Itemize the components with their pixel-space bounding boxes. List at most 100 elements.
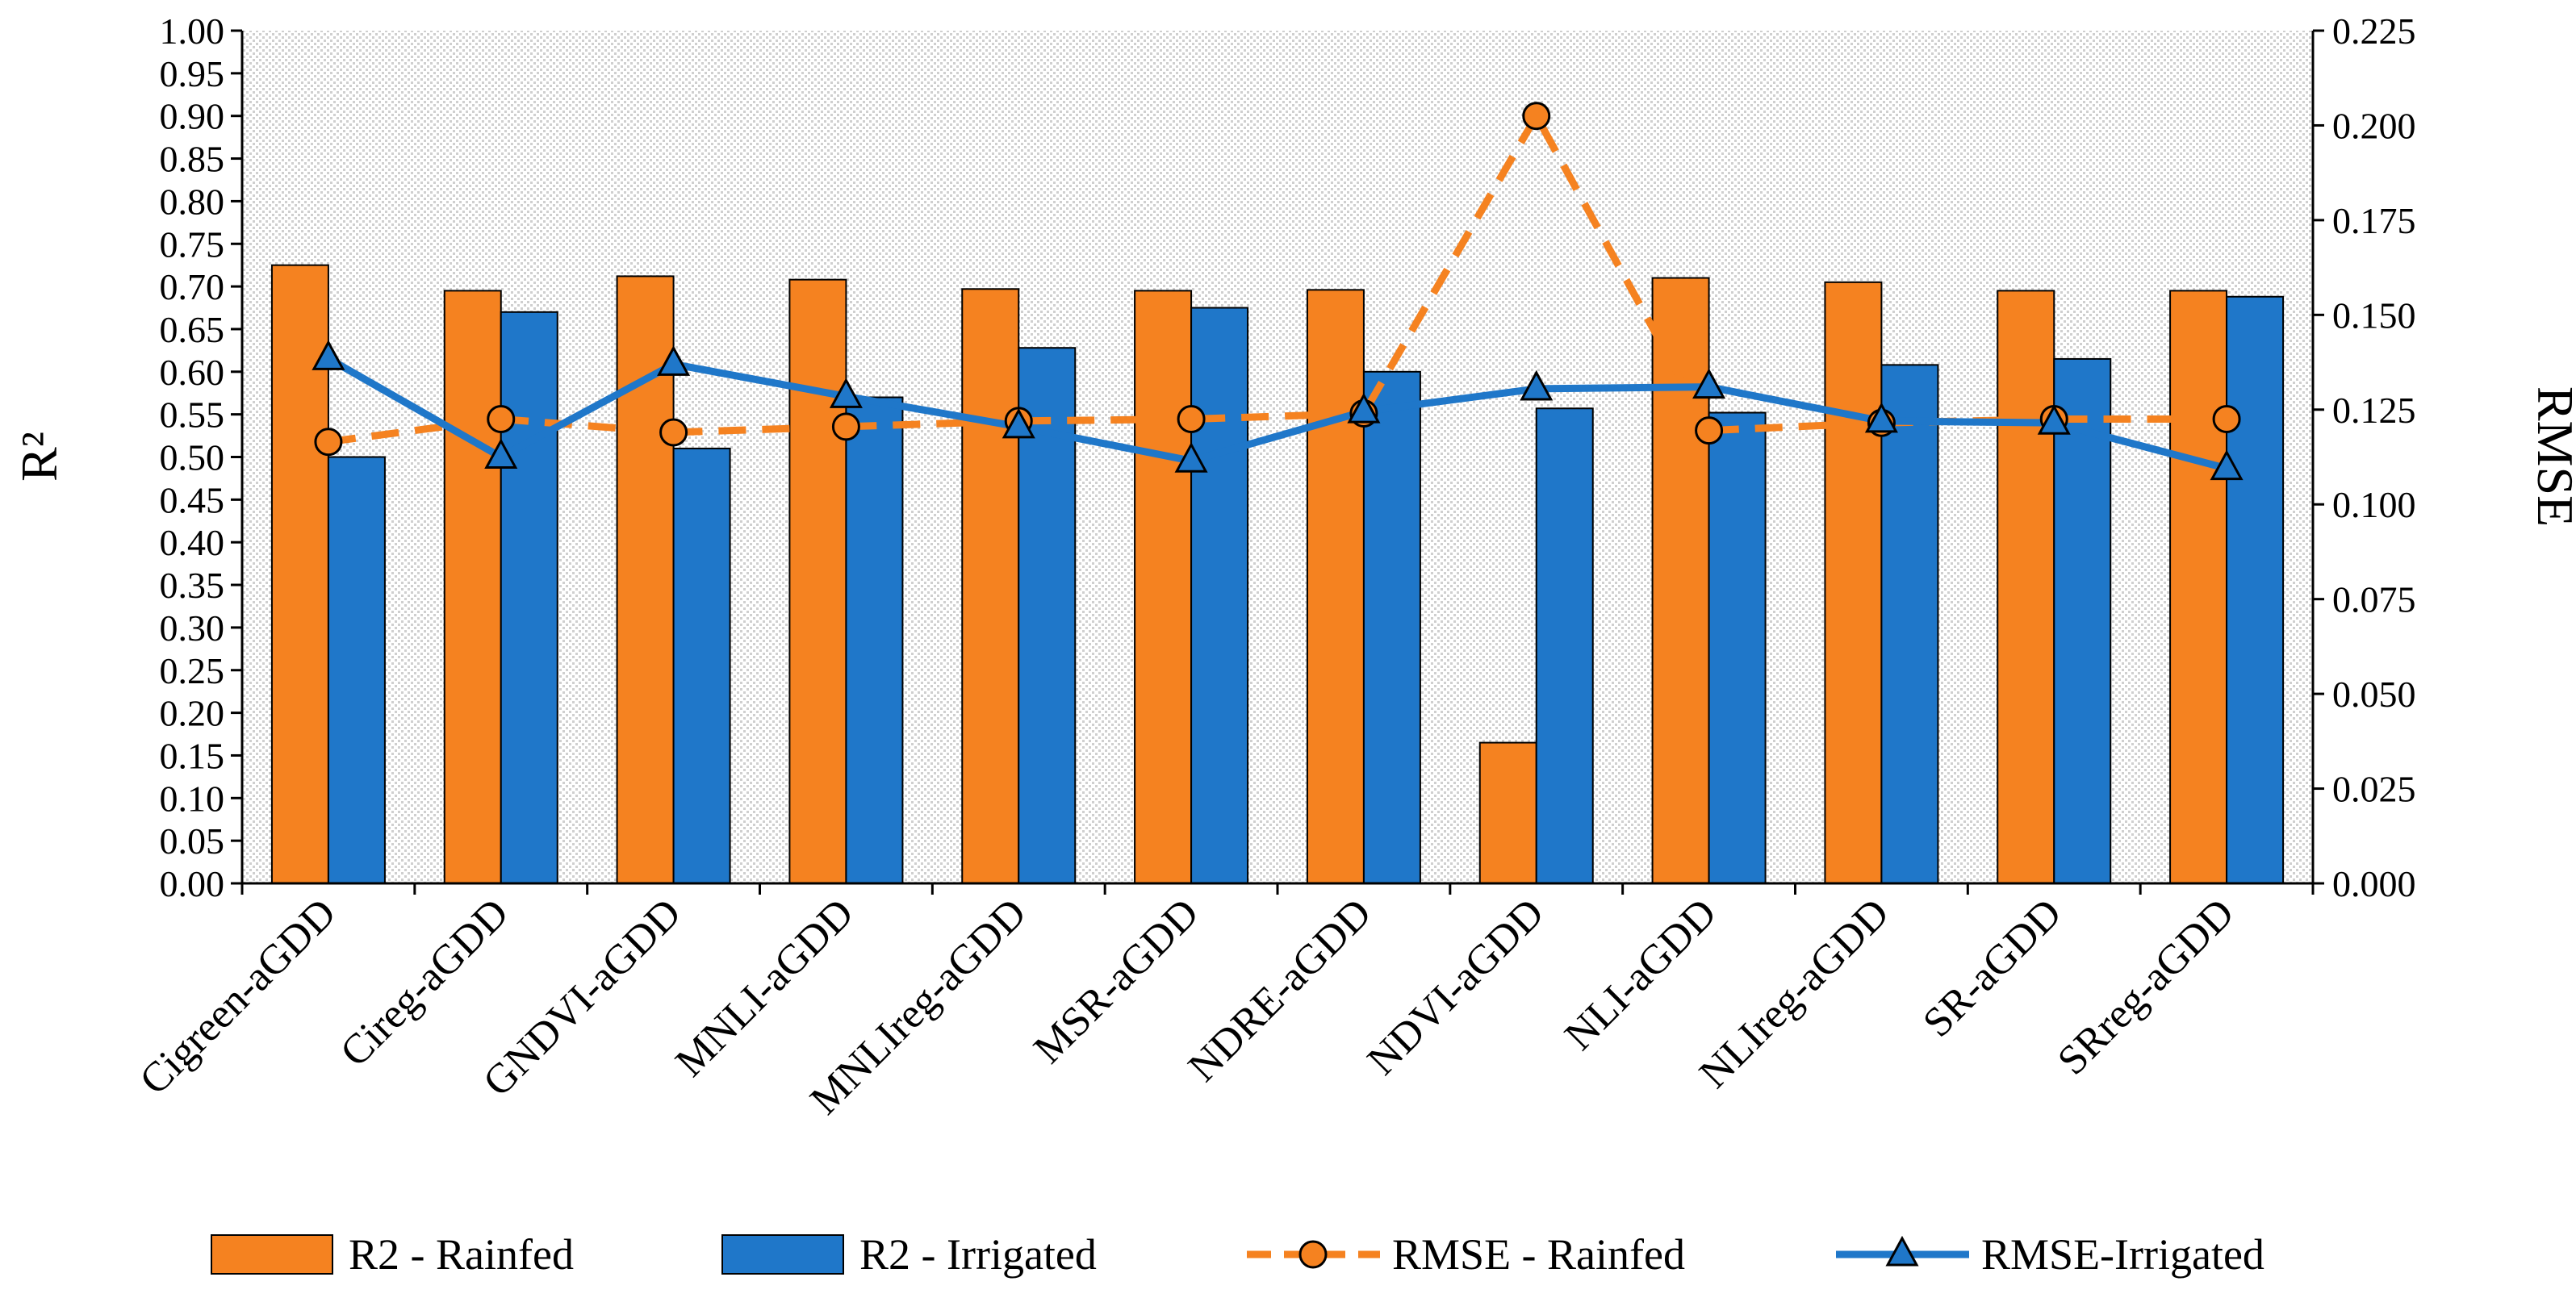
- right-y-ticks: 0.000 0.025 0.050 0.075 0.100 0.125 0.150 0.175…: [2332, 10, 2416, 904]
- legend-marker-2: [1298, 1240, 1328, 1269]
- marker-rmse-rainfed-11: [2212, 405, 2241, 434]
- marker-rmse-rainfed-5: [1177, 405, 1206, 434]
- legend-label-3: RMSE-Irrigated: [1981, 1230, 2264, 1279]
- bar-rainfed-8: [1651, 277, 1710, 884]
- right-tick-label-0: 0.000: [2332, 863, 2416, 904]
- bar-rainfed-1: [443, 290, 502, 884]
- bar-rainfed-5: [1134, 290, 1193, 884]
- left-tick-label-16: 0.80: [160, 181, 225, 222]
- right-tick-label-3: 0.075: [2332, 579, 2416, 620]
- legend-marker-3: [1885, 1235, 1919, 1267]
- legend-label-2: RMSE - Rainfed: [1392, 1230, 1685, 1279]
- bar-rainfed-11: [2169, 290, 2228, 884]
- left-tick-label-13: 0.65: [160, 309, 225, 350]
- marker-rmse-irrigated-3: [829, 378, 863, 408]
- marker-rmse-rainfed-8: [1695, 416, 1724, 445]
- bar-irrigated-1: [500, 311, 558, 884]
- left-tick-label-14: 0.70: [160, 266, 225, 307]
- right-tick-label-7: 0.175: [2332, 200, 2416, 241]
- x-tick-labels: Cigreen-aGDDCireg-aGDDGNDVI-aGDDMNLI-aGD…: [131, 890, 2243, 1123]
- marker-rmse-rainfed-7: [1522, 102, 1551, 131]
- bar-irrigated-9: [1880, 364, 1939, 884]
- x-tick-label-3: MNLI-aGDD: [667, 890, 862, 1085]
- bar-irrigated-2: [672, 447, 731, 884]
- bar-rainfed-9: [1824, 281, 1883, 884]
- x-tick-label-6: NDRE-aGDD: [1180, 890, 1381, 1091]
- marker-rmse-irrigated-5: [1174, 442, 1208, 473]
- legend-label-0: R2 - Rainfed: [349, 1230, 574, 1279]
- left-tick-label-9: 0.45: [160, 479, 225, 520]
- x-tick-label-7: NDVI-aGDD: [1359, 890, 1553, 1083]
- bar-irrigated-6: [1362, 370, 1421, 884]
- left-tick-label-10: 0.50: [160, 437, 225, 478]
- bar-rainfed-3: [788, 278, 847, 885]
- x-tick-label-0: Cigreen-aGDD: [131, 890, 345, 1104]
- right-tick-label-1: 0.025: [2332, 769, 2416, 810]
- right-tick-label-2: 0.050: [2332, 674, 2416, 715]
- right-tick-label-5: 0.125: [2332, 390, 2416, 431]
- left-tick-label-2: 0.10: [160, 778, 225, 819]
- left-tick-label-5: 0.25: [160, 650, 225, 691]
- right-tick-label-9: 0.225: [2332, 10, 2416, 52]
- y-axis-title: R²: [10, 432, 68, 482]
- left-tick-label-11: 0.55: [160, 394, 225, 436]
- marker-rmse-irrigated-4: [1002, 407, 1035, 439]
- marker-rmse-rainfed-0: [314, 428, 343, 457]
- left-tick-label-19: 0.95: [160, 53, 225, 94]
- plot-area-background: [242, 31, 2313, 883]
- line-rmse-irrigated: [326, 355, 2228, 472]
- x-tick-label-1: Cireg-aGDD: [332, 890, 517, 1075]
- left-tick-label-3: 0.15: [160, 735, 225, 776]
- left-tick-label-17: 0.85: [160, 139, 225, 180]
- x-tick-label-11: SRreg-aGDD: [2049, 890, 2243, 1083]
- left-tick-label-4: 0.20: [160, 693, 225, 734]
- x-tick-label-10: SR-aGDD: [1914, 890, 2071, 1046]
- right-tick-label-4: 0.100: [2332, 484, 2416, 525]
- marker-rmse-rainfed-2: [659, 418, 688, 447]
- legend-swatch-1: [721, 1234, 844, 1275]
- x-tick-label-5: MSR-aGDD: [1025, 890, 1207, 1072]
- left-tick-label-18: 0.90: [160, 96, 225, 137]
- legend-swatch-0: [211, 1234, 333, 1275]
- axes-layer: [231, 29, 2324, 895]
- marker-rmse-irrigated-1: [484, 438, 518, 469]
- y2-axis-title: RMSE: [2527, 386, 2576, 527]
- marker-rmse-irrigated-8: [1692, 368, 1726, 399]
- marker-rmse-irrigated-10: [2037, 404, 2071, 435]
- marker-rmse-irrigated-9: [1864, 402, 1898, 433]
- bar-irrigated-0: [327, 456, 386, 884]
- marker-rmse-irrigated-6: [1347, 392, 1381, 424]
- left-tick-label-7: 0.35: [160, 565, 225, 606]
- bar-irrigated-5: [1190, 307, 1249, 884]
- left-tick-label-1: 0.05: [160, 820, 225, 862]
- left-tick-label-8: 0.40: [160, 522, 225, 563]
- bar-irrigated-3: [845, 396, 904, 884]
- lines-layer: [312, 102, 2244, 481]
- bar-irrigated-11: [2226, 295, 2285, 884]
- right-tick-label-6: 0.150: [2332, 294, 2416, 336]
- right-tick-label-8: 0.200: [2332, 105, 2416, 146]
- marker-rmse-rainfed-3: [831, 412, 860, 441]
- marker-rmse-irrigated-11: [2210, 449, 2244, 481]
- left-tick-label-20: 1.00: [160, 10, 225, 52]
- bar-irrigated-10: [2053, 357, 2112, 884]
- marker-rmse-irrigated-7: [1520, 369, 1554, 401]
- marker-rmse-irrigated-2: [657, 345, 691, 376]
- legend: R2 - Rainfed R2 - Irrigated RMSE - Rainfed…: [211, 1230, 2264, 1279]
- bar-rainfed-4: [961, 288, 1020, 884]
- bar-rainfed-6: [1306, 289, 1365, 884]
- left-tick-label-15: 0.75: [160, 223, 225, 265]
- bar-rainfed-10: [1997, 290, 2055, 884]
- bar-rainfed-7: [1478, 741, 1537, 884]
- marker-rmse-rainfed-1: [487, 405, 516, 434]
- left-tick-label-12: 0.60: [160, 352, 225, 393]
- legend-label-1: R2 - Irrigated: [859, 1230, 1097, 1279]
- left-tick-label-0: 0.00: [160, 863, 225, 904]
- marker-rmse-irrigated-0: [312, 340, 345, 370]
- left-tick-label-6: 0.30: [160, 607, 225, 649]
- bar-irrigated-8: [1708, 411, 1767, 884]
- left-y-ticks: 0.000.050.100.150.200.250.300.350.400.45…: [160, 10, 225, 904]
- bar-irrigated-7: [1535, 407, 1594, 885]
- x-tick-label-8: NLI-aGDD: [1556, 890, 1725, 1059]
